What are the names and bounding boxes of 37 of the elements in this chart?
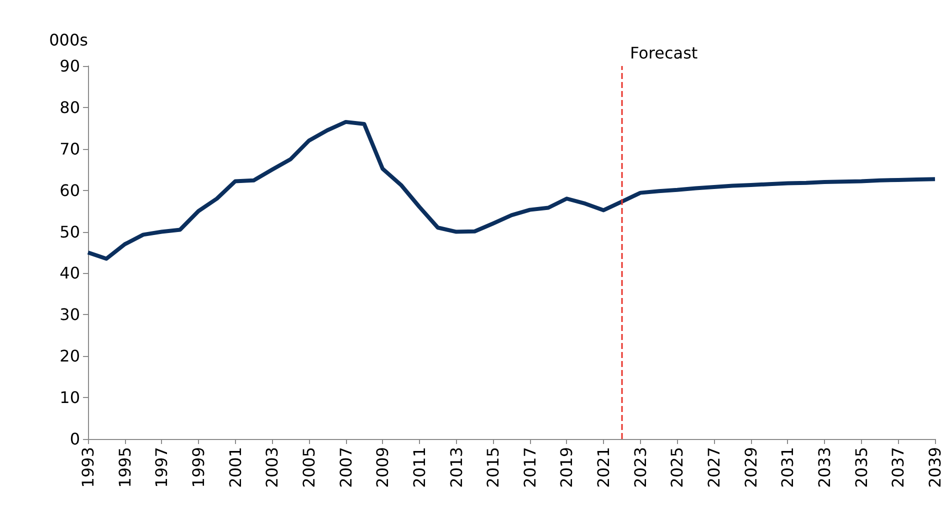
x-tick-label: 2033	[815, 447, 834, 488]
x-tick-label: 2007	[336, 447, 356, 488]
y-tick-label: 50	[60, 222, 80, 242]
x-tick-label: 2003	[262, 447, 282, 488]
line-series	[86, 120, 937, 261]
x-tick-label: 2019	[557, 447, 576, 488]
x-tick-label: 2025	[668, 447, 687, 488]
y-tick-label: 20	[60, 346, 80, 366]
x-tick-label: 1995	[115, 447, 134, 488]
y-tick-label: 40	[60, 264, 80, 283]
y-tick-label: 90	[60, 56, 80, 76]
y-tick-label: 30	[60, 305, 80, 324]
x-tick-label: 2005	[299, 447, 318, 488]
x-tick-label: 2023	[630, 447, 650, 488]
x-tick-label: 2017	[520, 447, 540, 488]
x-tick-label: 2015	[484, 447, 503, 488]
y-tick-label: 80	[60, 98, 80, 117]
x-tick-label: 2037	[888, 447, 908, 488]
x-tick-label: 2027	[704, 447, 724, 488]
x-tick-label: 1999	[188, 447, 208, 488]
x-tick-label: 2013	[446, 447, 466, 488]
x-tick-label: 2009	[373, 447, 392, 488]
x-tick-label: 2039	[926, 447, 944, 488]
y-axis-title: 000s	[49, 30, 88, 50]
x-tick-label: 2031	[778, 447, 798, 488]
x-tick-label: 2021	[594, 447, 614, 488]
x-tick-label: 1997	[152, 447, 172, 488]
y-tick-label: 10	[60, 388, 80, 408]
x-tick-label: 2029	[741, 447, 760, 488]
x-tick-label: 1993	[78, 447, 98, 488]
x-tick-label: 2011	[410, 447, 429, 488]
x-tick-label: 2035	[852, 447, 871, 488]
y-tick-label: 0	[70, 430, 80, 448]
x-tick-label: 2001	[226, 447, 245, 488]
ref-line-label: Forecast	[630, 44, 698, 62]
y-tick-label: 70	[60, 139, 80, 158]
y-tick-label: 60	[60, 180, 80, 200]
